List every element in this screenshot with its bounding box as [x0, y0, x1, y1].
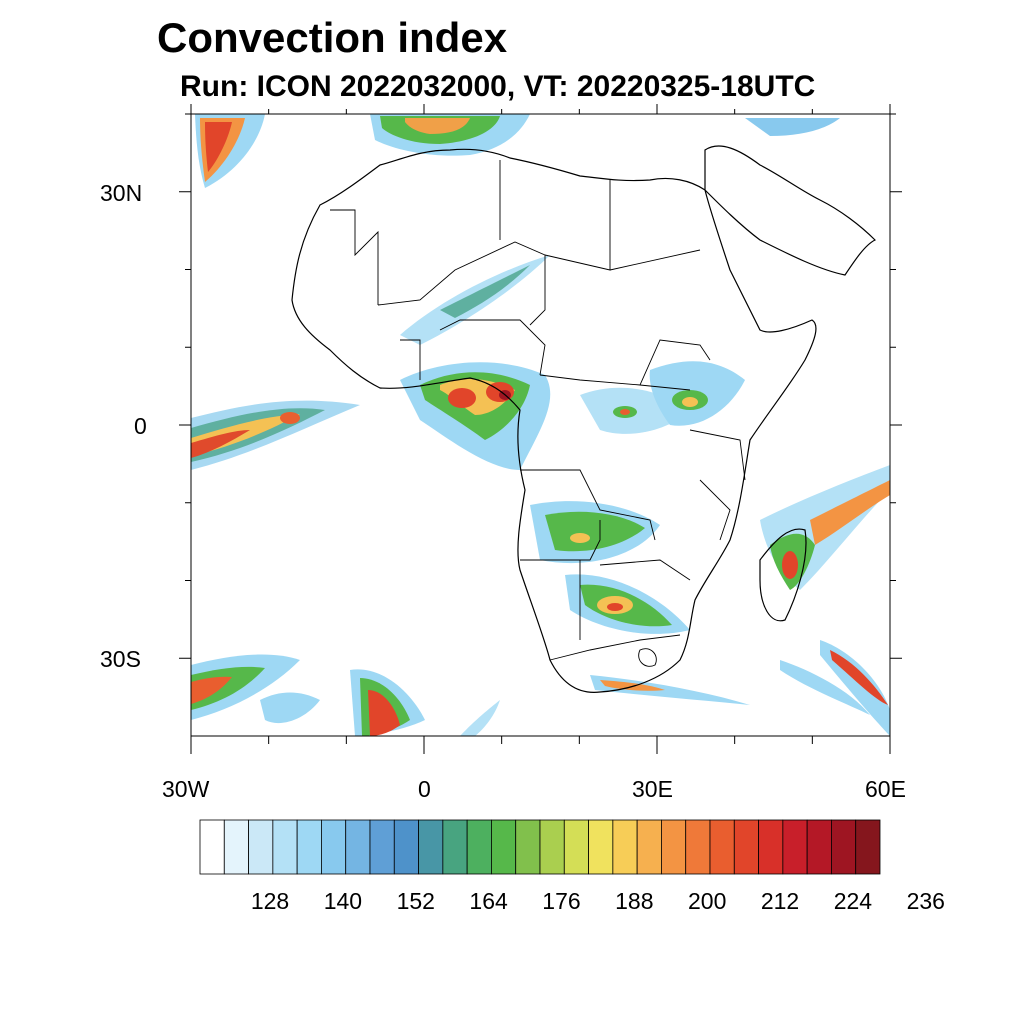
colorbar-tick-label: 224 — [833, 888, 873, 914]
colorbar-swatch — [588, 819, 614, 875]
colorbar-tick-label: 140 — [323, 888, 363, 914]
country-borders — [330, 160, 746, 667]
lon-label-30w: 30W — [162, 776, 210, 802]
colorbar-tick-label: 164 — [469, 888, 508, 914]
plot-title: Convection index — [157, 14, 508, 61]
cell-south-atlantic — [191, 654, 500, 736]
colorbar-swatch — [491, 819, 517, 875]
colorbar-swatch — [782, 819, 808, 875]
colorbar-swatch — [223, 819, 249, 875]
convection-field — [191, 114, 890, 736]
colorbar-swatch — [369, 819, 395, 875]
colorbar-swatch — [418, 819, 444, 875]
axis-ticks — [179, 104, 902, 754]
cell-sahel — [400, 255, 550, 345]
colorbar-tick-label: 176 — [542, 888, 581, 914]
colorbar — [199, 819, 881, 875]
colorbar-tick-label: 200 — [688, 888, 727, 914]
cell-south-africa — [590, 675, 750, 705]
colorbar-swatch — [831, 819, 857, 875]
cell-north-africa — [370, 114, 530, 156]
cell-northwest-atlantic — [195, 114, 265, 188]
colorbar-swatch — [466, 819, 492, 875]
colorbar-swatch — [199, 819, 225, 875]
cell-gulf-of-guinea — [400, 362, 551, 470]
colorbar-swatch — [393, 819, 419, 875]
colorbar-swatch — [636, 819, 662, 875]
lon-label-30e: 30E — [632, 776, 673, 802]
coastlines — [291, 145, 877, 693]
lat-label-0: 0 — [134, 413, 147, 439]
colorbar-swatch — [442, 819, 468, 875]
colorbar-swatch — [758, 819, 784, 875]
colorbar-tick-label: 152 — [396, 888, 435, 914]
cell-madagascar — [760, 465, 890, 590]
colorbar-swatch — [661, 819, 687, 875]
lat-label-30n: 30N — [100, 180, 143, 206]
lat-label-30s: 30S — [100, 646, 141, 672]
cell-southern-africa — [565, 574, 690, 634]
colorbar-swatch — [563, 819, 589, 875]
colorbar-tick-label: 236 — [906, 888, 945, 914]
colorbar-swatch — [855, 819, 881, 875]
lon-label-60e: 60E — [865, 776, 906, 802]
colorbar-swatch — [248, 819, 274, 875]
colorbar-swatch — [539, 819, 565, 875]
cell-middle-east — [745, 118, 840, 136]
cell-southern-central — [530, 501, 660, 564]
cell-equatorial-atlantic — [191, 400, 360, 470]
colorbar-swatch — [515, 819, 541, 875]
colorbar-swatch — [612, 819, 638, 875]
colorbar-swatch — [321, 819, 347, 875]
plot-subtitle: Run: ICON 2022032000, VT: 20220325-18UTC — [180, 70, 816, 103]
colorbar-swatch — [345, 819, 371, 875]
colorbar-tick-label: 128 — [250, 888, 290, 914]
colorbar-tick-label: 212 — [760, 888, 800, 914]
colorbar-swatch — [733, 819, 759, 875]
colorbar-swatch — [272, 819, 298, 875]
cell-east-africa — [649, 361, 745, 426]
colorbar-tick-label: 188 — [615, 888, 654, 914]
lon-label-0: 0 — [418, 776, 431, 802]
cell-south-indian-ocean — [780, 640, 890, 736]
colorbar-swatch — [709, 819, 735, 875]
colorbar-swatch — [806, 819, 832, 875]
colorbar-swatch — [296, 819, 322, 875]
colorbar-swatch — [685, 819, 711, 875]
